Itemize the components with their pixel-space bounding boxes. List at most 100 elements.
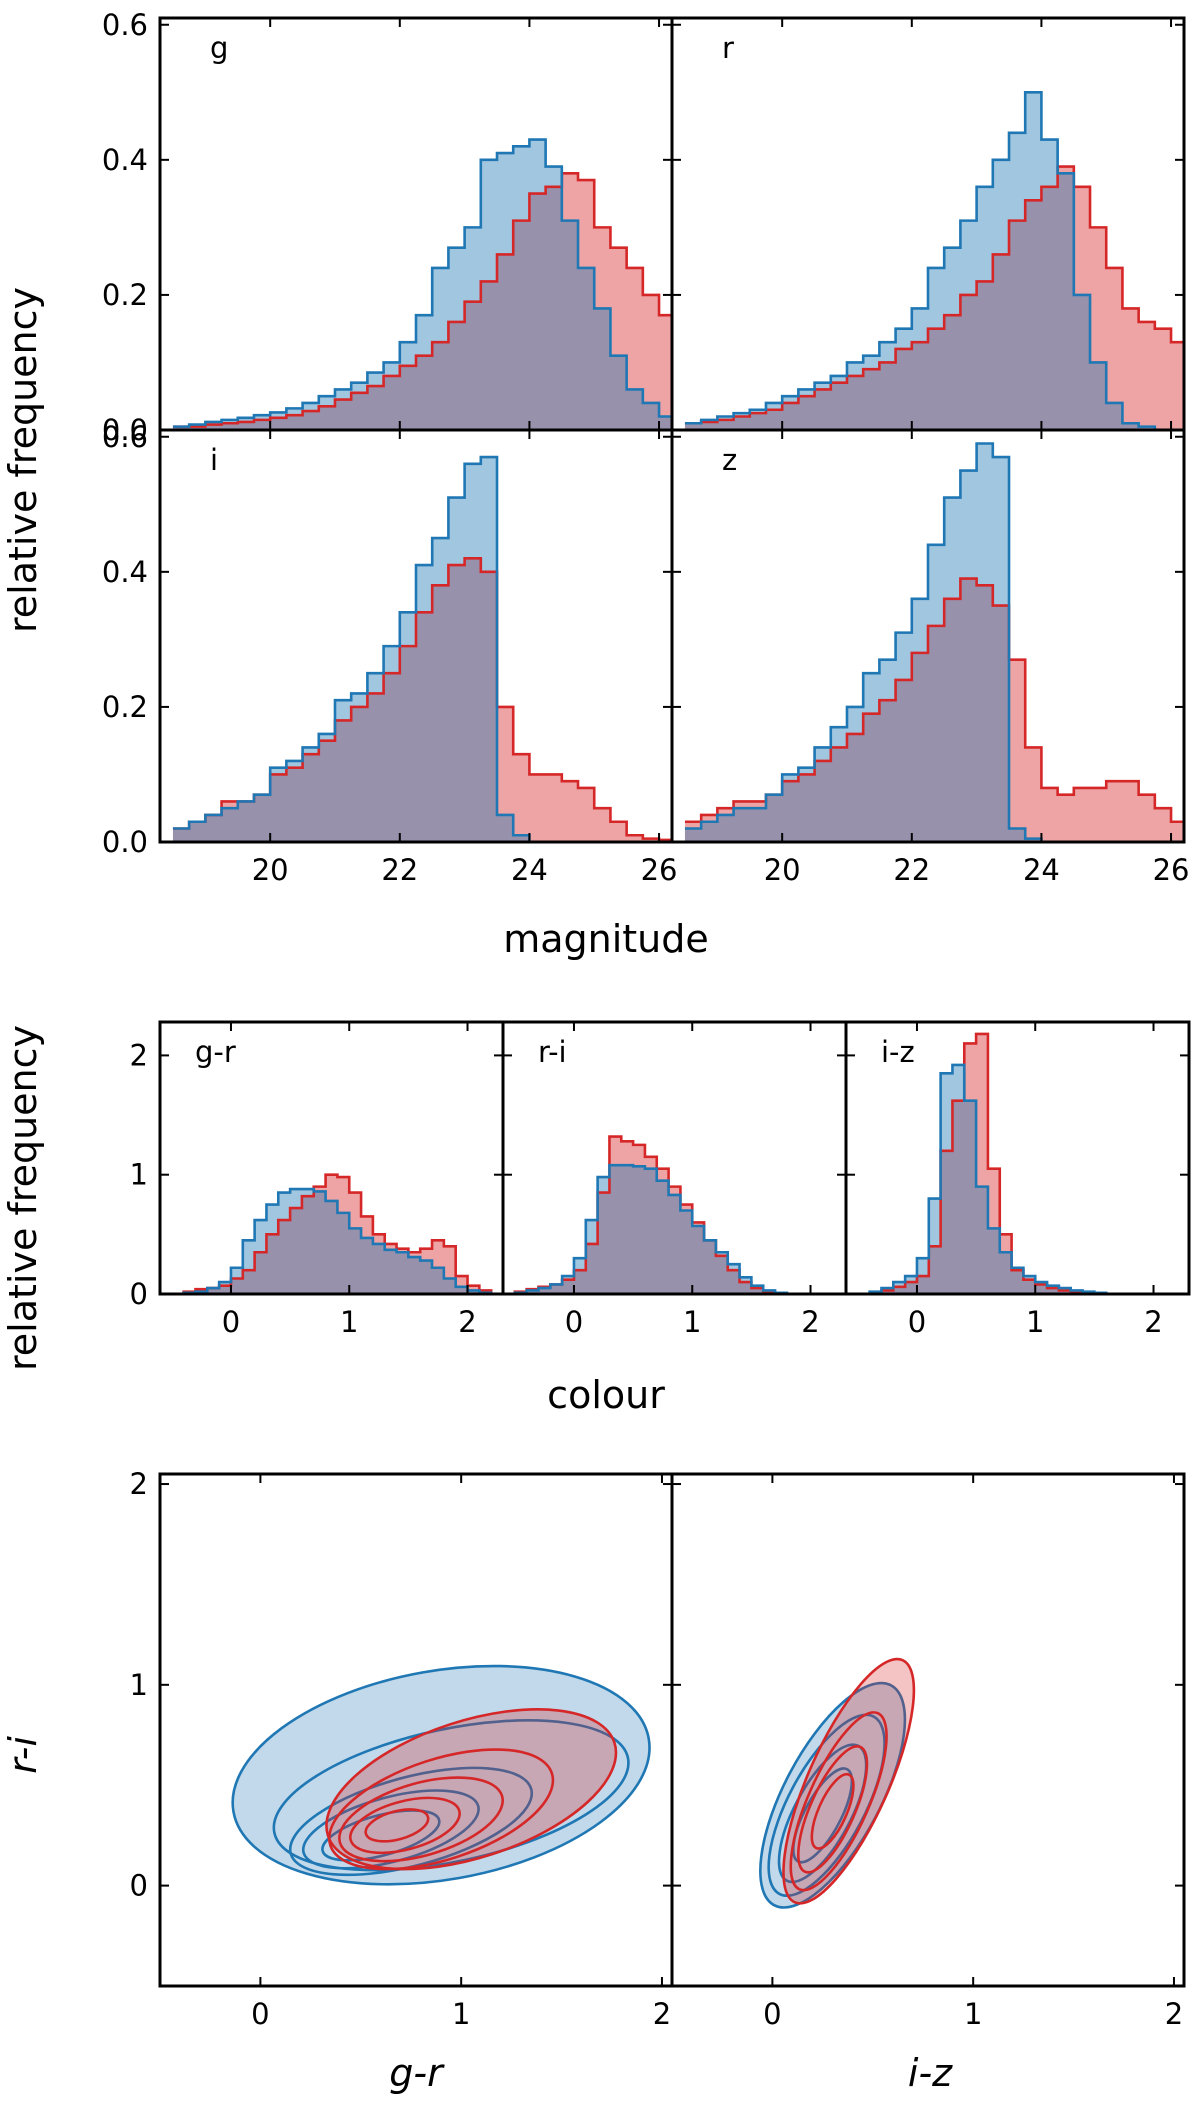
red-hist-fill (846, 1033, 1189, 1294)
y-tick-label: 0.0 (102, 825, 148, 859)
blue-hist-line (503, 1163, 846, 1294)
blue-hist-fill (684, 443, 1184, 842)
x-tick-label: 2 (458, 1305, 476, 1339)
contour-xlabel-left: g-r (389, 2051, 445, 2095)
contour-ylabel: r-i (1, 1736, 45, 1774)
blue-hist-fill (172, 457, 672, 842)
red-contour (364, 1808, 430, 1843)
red-contour (325, 1708, 618, 1871)
y-tick-label: 0.0 (102, 413, 148, 447)
blue-hist-line (172, 138, 672, 428)
blue-hist-line (684, 442, 1184, 842)
panel-marks (846, 1032, 1189, 1294)
red-contour (327, 1748, 555, 1871)
red-contour (348, 1796, 461, 1855)
y-tick-label: 0 (130, 1277, 148, 1311)
contour-marks (231, 1664, 651, 1886)
blue-hist-fill (503, 1165, 846, 1294)
panel-frame (670, 428, 1186, 844)
red-contour (797, 1745, 869, 1874)
panel-marks (503, 1135, 846, 1294)
red-hist-line (160, 1173, 503, 1294)
blue-hist-line (846, 1063, 1189, 1294)
x-tick-label: 1 (964, 1997, 982, 2031)
y-tick-label: 0.2 (102, 278, 148, 312)
panel-label: i (210, 443, 218, 477)
red-hist-fill (684, 166, 1184, 430)
x-tick-label: 0 (565, 1305, 583, 1339)
x-tick-label: 26 (641, 853, 678, 887)
blue-hist-fill (846, 1064, 1189, 1294)
magnitude-xlabel: magnitude (503, 917, 709, 961)
panel-frame (670, 1472, 1186, 1988)
panel-label: r (722, 31, 734, 65)
blue-contour (288, 1766, 534, 1877)
panel-label: g-r (195, 1035, 236, 1069)
red-hist-line (172, 172, 672, 428)
red-contour (782, 1657, 916, 1905)
red-hist-line (846, 1032, 1189, 1294)
panel-label: i-z (881, 1035, 915, 1069)
red-hist-fill (172, 558, 672, 842)
y-tick-label: 0.4 (102, 143, 148, 177)
contour-xlabel-right: i-z (908, 2051, 953, 2095)
panel-marks (172, 138, 672, 430)
x-tick-label: 0 (222, 1305, 240, 1339)
red-hist-fill (684, 578, 1184, 842)
panel-frame (844, 1020, 1191, 1296)
blue-hist-fill (160, 1189, 503, 1294)
contour-marks (759, 1657, 916, 1909)
y-tick-label: 0.6 (102, 8, 148, 42)
blue-hist-fill (172, 139, 672, 430)
y-tick-label: 1 (130, 1158, 148, 1192)
blue-contour (272, 1719, 630, 1872)
blue-hist-line (160, 1187, 503, 1294)
blue-hist-line (172, 455, 672, 842)
y-tick-label: 0.6 (102, 420, 148, 454)
x-tick-label: 26 (1153, 853, 1190, 887)
y-tick-label: 0 (130, 1869, 148, 1903)
colour-ylabel: relative frequency (1, 1025, 45, 1371)
red-contour (810, 1772, 855, 1850)
x-tick-label: 1 (452, 1997, 470, 2031)
y-tick-label: 1 (130, 1668, 148, 1702)
x-tick-label: 0 (908, 1305, 926, 1339)
x-tick-label: 0 (763, 1997, 781, 2031)
x-tick-label: 22 (381, 853, 418, 887)
blue-hist-fill (684, 92, 1184, 430)
panel-marks (684, 90, 1184, 430)
panel-label: r-i (538, 1035, 567, 1069)
x-tick-label: 2 (1144, 1305, 1162, 1339)
y-tick-label: 0.2 (102, 690, 148, 724)
x-tick-label: 24 (1023, 853, 1060, 887)
panel-marks (684, 442, 1184, 842)
red-hist-fill (172, 173, 672, 430)
red-hist-fill (160, 1174, 503, 1294)
blue-contour (321, 1809, 441, 1862)
x-tick-label: 22 (893, 853, 930, 887)
x-tick-label: 20 (252, 853, 289, 887)
colour-xlabel: colour (547, 1373, 665, 1417)
red-hist-line (684, 165, 1184, 425)
panel-label: z (722, 443, 737, 477)
x-tick-label: 24 (511, 853, 548, 887)
blue-hist-line (684, 90, 1184, 430)
y-tick-label: 2 (130, 1467, 148, 1501)
magnitude-ylabel: relative frequency (1, 287, 45, 633)
x-tick-label: 1 (1026, 1305, 1044, 1339)
panel-label: g (210, 31, 228, 65)
x-tick-label: 0 (251, 1997, 269, 2031)
panel-marks (172, 455, 672, 842)
panel-marks (160, 1173, 503, 1294)
x-tick-label: 2 (653, 1997, 671, 2031)
x-tick-label: 1 (683, 1305, 701, 1339)
x-tick-label: 1 (340, 1305, 358, 1339)
red-hist-fill (503, 1136, 846, 1294)
x-tick-label: 2 (1165, 1997, 1183, 2031)
x-tick-label: 2 (801, 1305, 819, 1339)
red-contour (789, 1711, 888, 1892)
x-tick-label: 20 (764, 853, 801, 887)
red-contour (338, 1776, 504, 1863)
y-tick-label: 0.4 (102, 555, 148, 589)
